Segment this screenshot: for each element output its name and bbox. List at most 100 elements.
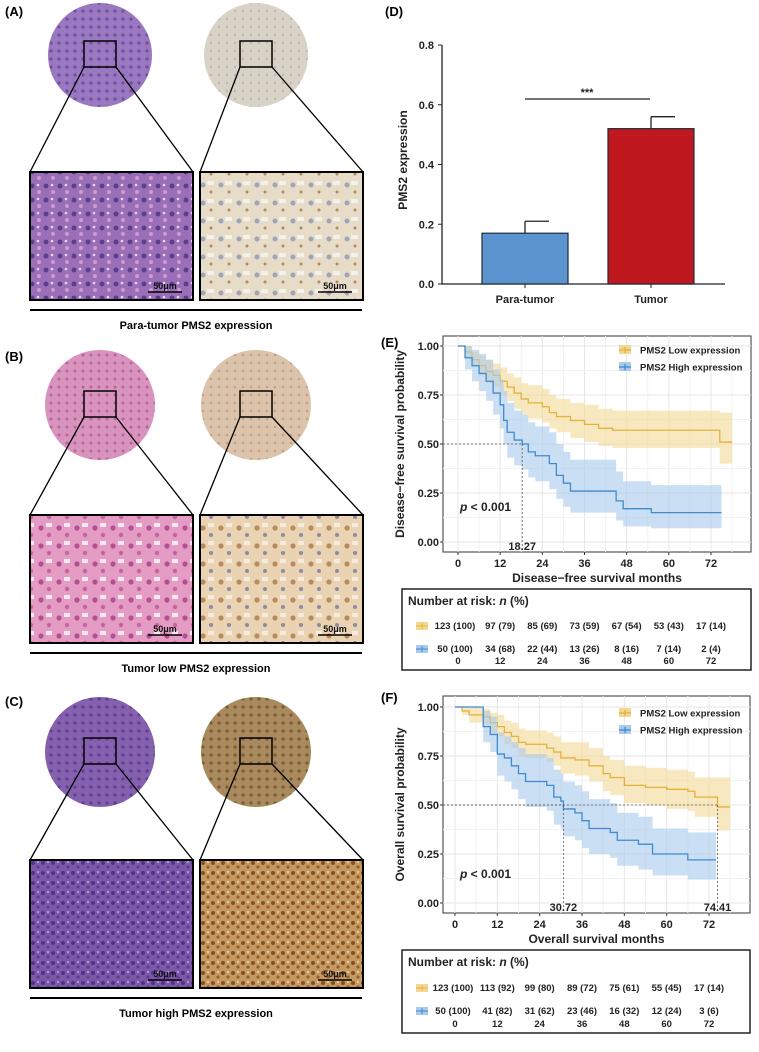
median-label: 30.72	[550, 902, 578, 914]
zoom-connector	[29, 416, 85, 516]
risk-time-label: 72	[706, 656, 717, 667]
x-tick-label: 72	[705, 558, 717, 570]
zoom-region-box	[83, 40, 117, 68]
risk-time-label: 60	[661, 1019, 672, 1030]
zoom-connector	[115, 763, 194, 861]
histology-panels: (A) 50μm 50μm Para-tumor PMS2 expression (B)…	[5, 3, 364, 1020]
legend-label-high: PMS2 High expression	[640, 726, 743, 737]
zoom-connector	[271, 416, 364, 516]
panel-label-f: (F)	[381, 690, 398, 705]
median-label: 18.27	[508, 541, 536, 553]
y-tick-label: 1.00	[418, 341, 439, 353]
y-tick-label: 0.25	[418, 488, 439, 500]
risk-time-label: 12	[492, 1019, 503, 1030]
risk-count: 89 (72)	[567, 983, 597, 994]
zoom-region-box	[83, 390, 117, 418]
panel-caption: Para-tumor PMS2 expression	[120, 320, 273, 332]
bar-para-tumor	[481, 232, 569, 285]
risk-title-prefix: Number at risk:	[408, 594, 499, 608]
risk-count: 123 (100)	[433, 983, 474, 994]
panel-caption: Tumor low PMS2 expression	[122, 663, 271, 675]
x-tick-label: 24	[534, 919, 547, 931]
x-tick-label: 60	[661, 919, 673, 931]
risk-time-label: 48	[621, 656, 632, 667]
ci-band-low	[458, 346, 733, 464]
risk-title-n: n	[499, 955, 506, 969]
risk-title-prefix: Number at risk:	[408, 955, 499, 969]
risk-time-label: 24	[534, 1019, 545, 1030]
risk-count: 7 (14)	[656, 644, 681, 655]
zoom-connector	[199, 66, 241, 173]
risk-count: 17 (14)	[696, 621, 726, 632]
magnified-image-left	[29, 859, 194, 989]
risk-title-n: n	[499, 594, 506, 608]
risk-count: 16 (32)	[609, 1006, 639, 1017]
tissue-core-right	[201, 697, 311, 807]
survival-curve-high	[455, 706, 717, 861]
risk-count: 2 (4)	[701, 644, 721, 655]
x-tick-label: 24	[536, 558, 549, 570]
p-value-text: < 0.001	[467, 500, 511, 514]
risk-time-label: 36	[577, 1019, 588, 1030]
y-tick-label: 0.0	[419, 279, 434, 291]
tissue-core-left	[48, 3, 152, 107]
zoom-region-box	[239, 737, 273, 765]
risk-title-suffix: (%)	[507, 955, 529, 969]
x-axis-label: Disease−free survival months	[512, 571, 682, 585]
risk-table-title: Number at risk: n (%)	[408, 955, 529, 969]
y-axis-label: PMS2 expression	[396, 110, 410, 209]
y-tick-label: 0.50	[418, 800, 439, 812]
tissue-core-right	[201, 350, 311, 460]
significance-label: ***	[581, 87, 595, 99]
ci-band-high	[458, 346, 722, 529]
panel-c: (C) 50μm 50μm Tumor high PMS2 expression	[5, 694, 364, 1020]
x-tick-label: 12	[491, 919, 503, 931]
x-tick-label: Tumor	[634, 294, 668, 306]
risk-table	[401, 949, 751, 1034]
risk-count: 113 (92)	[480, 983, 515, 994]
y-tick-label: 0.75	[418, 751, 439, 763]
risk-count: 23 (46)	[567, 1006, 597, 1017]
risk-time-label: 72	[704, 1019, 715, 1030]
risk-count: 97 (79)	[485, 621, 515, 632]
y-tick-label: 0.4	[419, 160, 435, 172]
zoom-connector	[115, 416, 194, 516]
y-axis-label: Disease−free survival probability	[393, 350, 407, 538]
y-tick-label: 0.50	[418, 439, 439, 451]
y-tick-label: 0.25	[418, 849, 439, 861]
panel-a: (A) 50μm 50μm Para-tumor PMS2 expression	[5, 3, 364, 332]
risk-count: 75 (61)	[609, 983, 639, 994]
risk-count: 22 (44)	[527, 644, 557, 655]
risk-count: 50 (100)	[435, 1006, 470, 1017]
scale-bar-label: 50μm	[153, 969, 177, 979]
zoom-connector	[271, 66, 364, 173]
scale-bar-label: 50μm	[153, 281, 177, 291]
risk-count: 85 (69)	[527, 621, 557, 632]
x-axis-label: Overall survival months	[528, 932, 664, 946]
panel-label-d: (D)	[385, 4, 403, 19]
risk-count: 41 (82)	[482, 1006, 512, 1017]
legend-label-high: PMS2 High expression	[640, 363, 743, 374]
y-tick-label: 1.00	[418, 702, 439, 714]
p-value-symbol: p	[459, 867, 467, 881]
risk-time-label: 48	[619, 1019, 630, 1030]
zoom-connector	[199, 763, 241, 861]
y-tick-label: 0.8	[419, 40, 434, 52]
zoom-region-box	[239, 390, 273, 418]
y-tick-label: 0.2	[419, 219, 434, 231]
panel-label-c: (C)	[5, 694, 23, 709]
tissue-core-right	[204, 3, 308, 107]
risk-time-label: 12	[495, 656, 506, 667]
zoom-region-box	[83, 737, 117, 765]
x-tick-label: 48	[621, 558, 633, 570]
risk-table-title: Number at risk: n (%)	[408, 594, 529, 608]
zoom-connector	[29, 763, 85, 861]
zoom-connector	[29, 66, 85, 173]
risk-count: 12 (24)	[652, 1006, 682, 1017]
panel-f-km-os: (F) PMS2 Low expression PMS2 High express…	[381, 690, 751, 1034]
risk-time-label: 0	[452, 1019, 457, 1030]
risk-count: 123 (100)	[435, 621, 476, 632]
risk-time-label: 0	[455, 656, 460, 667]
ci-band-low	[455, 707, 731, 831]
risk-count: 67 (54)	[612, 621, 642, 632]
